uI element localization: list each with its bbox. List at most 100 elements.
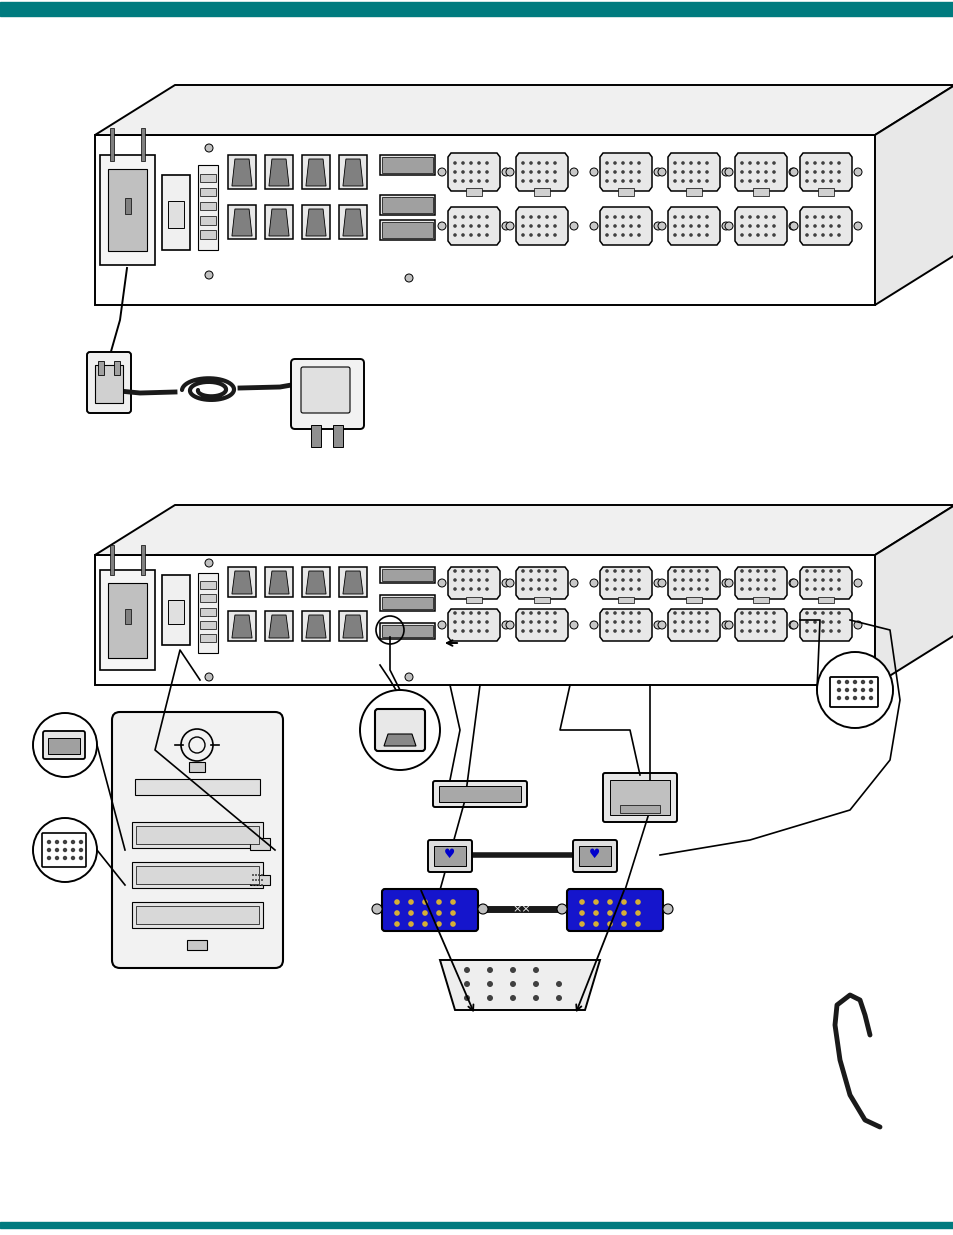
Circle shape: [469, 162, 473, 164]
Circle shape: [860, 695, 864, 700]
Circle shape: [789, 222, 797, 230]
Circle shape: [436, 899, 441, 905]
Circle shape: [771, 225, 775, 227]
FancyBboxPatch shape: [43, 731, 85, 760]
Circle shape: [788, 621, 796, 629]
Circle shape: [740, 179, 743, 183]
Circle shape: [680, 620, 684, 624]
Circle shape: [620, 225, 624, 227]
Circle shape: [510, 995, 516, 1002]
Circle shape: [520, 162, 524, 164]
Bar: [100, 571, 154, 671]
Circle shape: [252, 884, 253, 885]
Circle shape: [54, 856, 59, 861]
Circle shape: [544, 162, 548, 164]
Polygon shape: [516, 567, 567, 599]
Bar: [381, 157, 433, 173]
Bar: [302, 156, 330, 189]
Circle shape: [537, 179, 540, 183]
Circle shape: [688, 233, 692, 237]
Circle shape: [460, 225, 464, 227]
Circle shape: [680, 170, 684, 174]
Bar: [379, 622, 435, 638]
Circle shape: [637, 225, 640, 227]
Circle shape: [747, 179, 751, 183]
Circle shape: [205, 559, 213, 567]
Circle shape: [704, 587, 708, 590]
Circle shape: [533, 967, 538, 973]
Circle shape: [520, 629, 524, 632]
Circle shape: [529, 569, 532, 573]
Text: ××: ××: [512, 904, 531, 914]
Circle shape: [804, 162, 808, 164]
Circle shape: [47, 847, 51, 852]
Circle shape: [613, 611, 617, 615]
Polygon shape: [599, 609, 651, 641]
Circle shape: [54, 847, 59, 852]
Circle shape: [740, 587, 743, 590]
Circle shape: [756, 170, 759, 174]
Circle shape: [688, 179, 692, 183]
Bar: [578, 846, 610, 866]
Polygon shape: [306, 209, 326, 236]
Circle shape: [804, 620, 808, 624]
Circle shape: [477, 904, 488, 914]
Circle shape: [868, 679, 872, 684]
Bar: [265, 205, 293, 240]
Bar: [135, 779, 260, 795]
Circle shape: [747, 162, 751, 164]
Circle shape: [437, 579, 446, 587]
Circle shape: [763, 225, 767, 227]
Polygon shape: [448, 207, 499, 245]
Circle shape: [553, 179, 557, 183]
Circle shape: [501, 168, 510, 177]
Bar: [817, 597, 833, 603]
Circle shape: [529, 629, 532, 632]
Text: ♥: ♥: [589, 847, 600, 861]
Circle shape: [740, 162, 743, 164]
Circle shape: [476, 225, 480, 227]
Circle shape: [453, 233, 456, 237]
Circle shape: [505, 579, 514, 587]
Bar: [752, 188, 768, 196]
Polygon shape: [448, 609, 499, 641]
Circle shape: [688, 587, 692, 590]
Circle shape: [436, 921, 441, 926]
Bar: [0, 7, 953, 16]
Circle shape: [257, 884, 260, 885]
Circle shape: [453, 629, 456, 632]
Bar: [265, 156, 293, 189]
Circle shape: [620, 578, 624, 582]
Circle shape: [604, 569, 608, 573]
Bar: [752, 597, 768, 603]
Circle shape: [868, 688, 872, 692]
Circle shape: [578, 899, 584, 905]
Circle shape: [756, 569, 759, 573]
Bar: [379, 595, 435, 611]
Circle shape: [697, 611, 700, 615]
Circle shape: [629, 225, 632, 227]
Circle shape: [868, 695, 872, 700]
Circle shape: [804, 170, 808, 174]
Circle shape: [537, 170, 540, 174]
Circle shape: [620, 162, 624, 164]
Circle shape: [485, 179, 488, 183]
Circle shape: [771, 215, 775, 219]
FancyBboxPatch shape: [573, 840, 617, 872]
Circle shape: [673, 233, 676, 237]
Circle shape: [405, 274, 413, 282]
Circle shape: [828, 162, 832, 164]
Circle shape: [394, 910, 399, 916]
Circle shape: [704, 225, 708, 227]
Circle shape: [620, 620, 624, 624]
Circle shape: [453, 215, 456, 219]
Polygon shape: [516, 207, 567, 245]
Circle shape: [680, 587, 684, 590]
Circle shape: [828, 170, 832, 174]
Bar: [200, 173, 215, 182]
Circle shape: [486, 981, 493, 987]
Circle shape: [254, 879, 256, 881]
Circle shape: [771, 162, 775, 164]
Bar: [113, 361, 120, 375]
Circle shape: [553, 215, 557, 219]
